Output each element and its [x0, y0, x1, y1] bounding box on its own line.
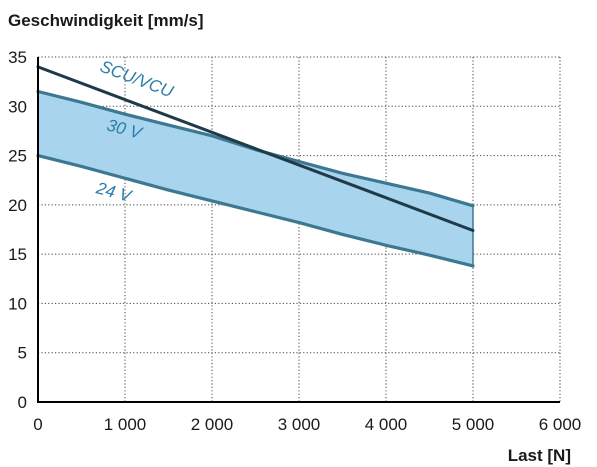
grid: [38, 56, 561, 402]
x-tick-label-3: 3 000: [278, 415, 321, 434]
band-label-24v: 24 V: [93, 178, 134, 206]
x-tick-label-5: 5 000: [452, 415, 495, 434]
y-tick-label-5: 25: [8, 147, 27, 166]
y-tick-label-0: 0: [18, 393, 27, 412]
x-tick-label-6: 6 000: [539, 415, 582, 434]
x-tick-label-4: 4 000: [365, 415, 408, 434]
band-lower-edge-24v: [36, 153, 475, 268]
band-fill: [38, 91, 473, 266]
series-line-scu-vcu: [36, 65, 475, 232]
series-layer: [36, 65, 475, 232]
x-tick-label-2: 2 000: [191, 415, 234, 434]
y-axis-title: Geschwindigkeit [mm/s]: [8, 11, 204, 30]
y-tick-label-3: 15: [8, 245, 27, 264]
y-tick-label-1: 5: [18, 344, 27, 363]
x-tick-label-0: 0: [33, 415, 42, 434]
y-tick-label-2: 10: [8, 294, 27, 313]
x-tick-labels: 0 1 000 2 000 3 000 4 000 5 000 6 000: [33, 415, 581, 434]
x-axis-title: Last [N]: [508, 446, 571, 465]
axes: [37, 57, 560, 403]
y-tick-label-6: 30: [8, 97, 27, 116]
y-tick-labels: 0 5 10 15 20 25 30 35: [8, 48, 27, 412]
x-tick-label-1: 1 000: [104, 415, 147, 434]
y-tick-label-7: 35: [8, 48, 27, 67]
y-tick-label-4: 20: [8, 196, 27, 215]
